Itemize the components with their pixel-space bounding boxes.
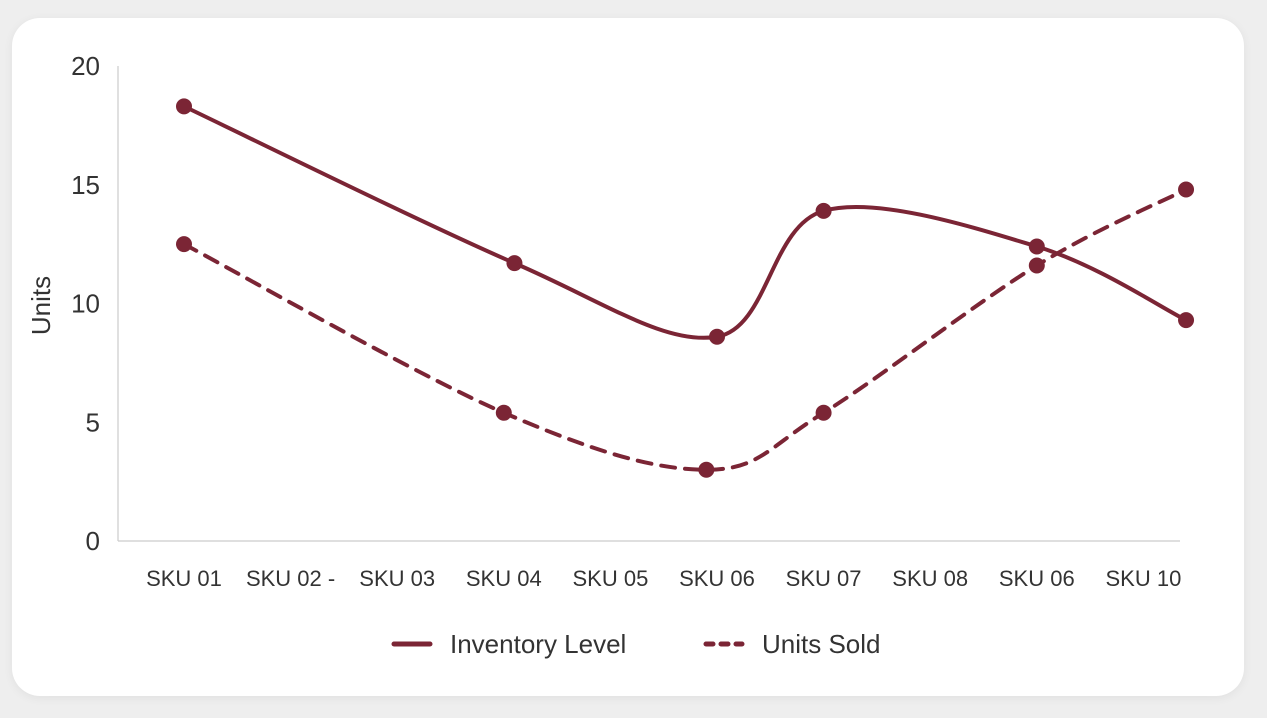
units-sold-point[interactable] [176, 236, 192, 253]
series-line-units-sold [182, 187, 1189, 472]
legend-item-units-sold[interactable]: Units Sold [703, 629, 881, 659]
units-sold-point[interactable] [815, 404, 832, 421]
x-tick-label: SKU 10 [1105, 566, 1181, 591]
y-tick-label: 0 [86, 526, 100, 556]
inventory-level-point[interactable] [1178, 312, 1195, 329]
x-tick-label: SKU 06 [999, 566, 1075, 591]
y-tick-label: 15 [71, 170, 100, 200]
units-sold-point[interactable] [1178, 181, 1195, 198]
x-tick-label: SKU 04 [466, 566, 542, 591]
series-lines [176, 98, 1195, 478]
inventory-level-point[interactable] [709, 328, 725, 345]
y-tick-label: 20 [71, 51, 100, 81]
x-tick-label: SKU 03 [359, 566, 435, 591]
inventory-level-point[interactable] [815, 202, 832, 219]
y-tick-labels: 0 5 10 15 20 [71, 51, 100, 556]
legend-item-inventory-level[interactable]: Inventory Level [391, 629, 626, 659]
x-tick-label: SKU 06 [679, 566, 755, 591]
chart-card [12, 18, 1244, 696]
x-tick-label: SKU 05 [572, 566, 648, 591]
y-tick-label: 5 [86, 407, 100, 437]
units-sold-point[interactable] [1028, 257, 1045, 274]
axes [117, 66, 1180, 542]
units-sold-point[interactable] [698, 461, 715, 478]
x-tick-label: SKU 01 [146, 566, 222, 591]
units-sold-point[interactable] [495, 404, 512, 421]
legend[interactable]: Inventory Level Units Sold [391, 629, 881, 659]
series-line-inventory-level [182, 104, 1189, 340]
inventory-level-point[interactable] [176, 98, 192, 115]
x-tick-labels: SKU 01 SKU 02 - SKU 03 SKU 04 SKU 05 SKU 06 SK… [146, 566, 1181, 591]
x-tick-label: SKU 02 - [246, 566, 335, 591]
y-tick-label: 10 [71, 289, 100, 319]
x-tick-label: SKU 07 [786, 566, 862, 591]
x-tick-label: SKU 08 [892, 566, 968, 591]
inventory-level-point[interactable] [1028, 238, 1045, 255]
inventory-level-point[interactable] [506, 255, 523, 272]
legend-label: Units Sold [762, 629, 881, 659]
y-axis-title: Units [26, 276, 56, 335]
legend-label: Inventory Level [450, 629, 626, 659]
